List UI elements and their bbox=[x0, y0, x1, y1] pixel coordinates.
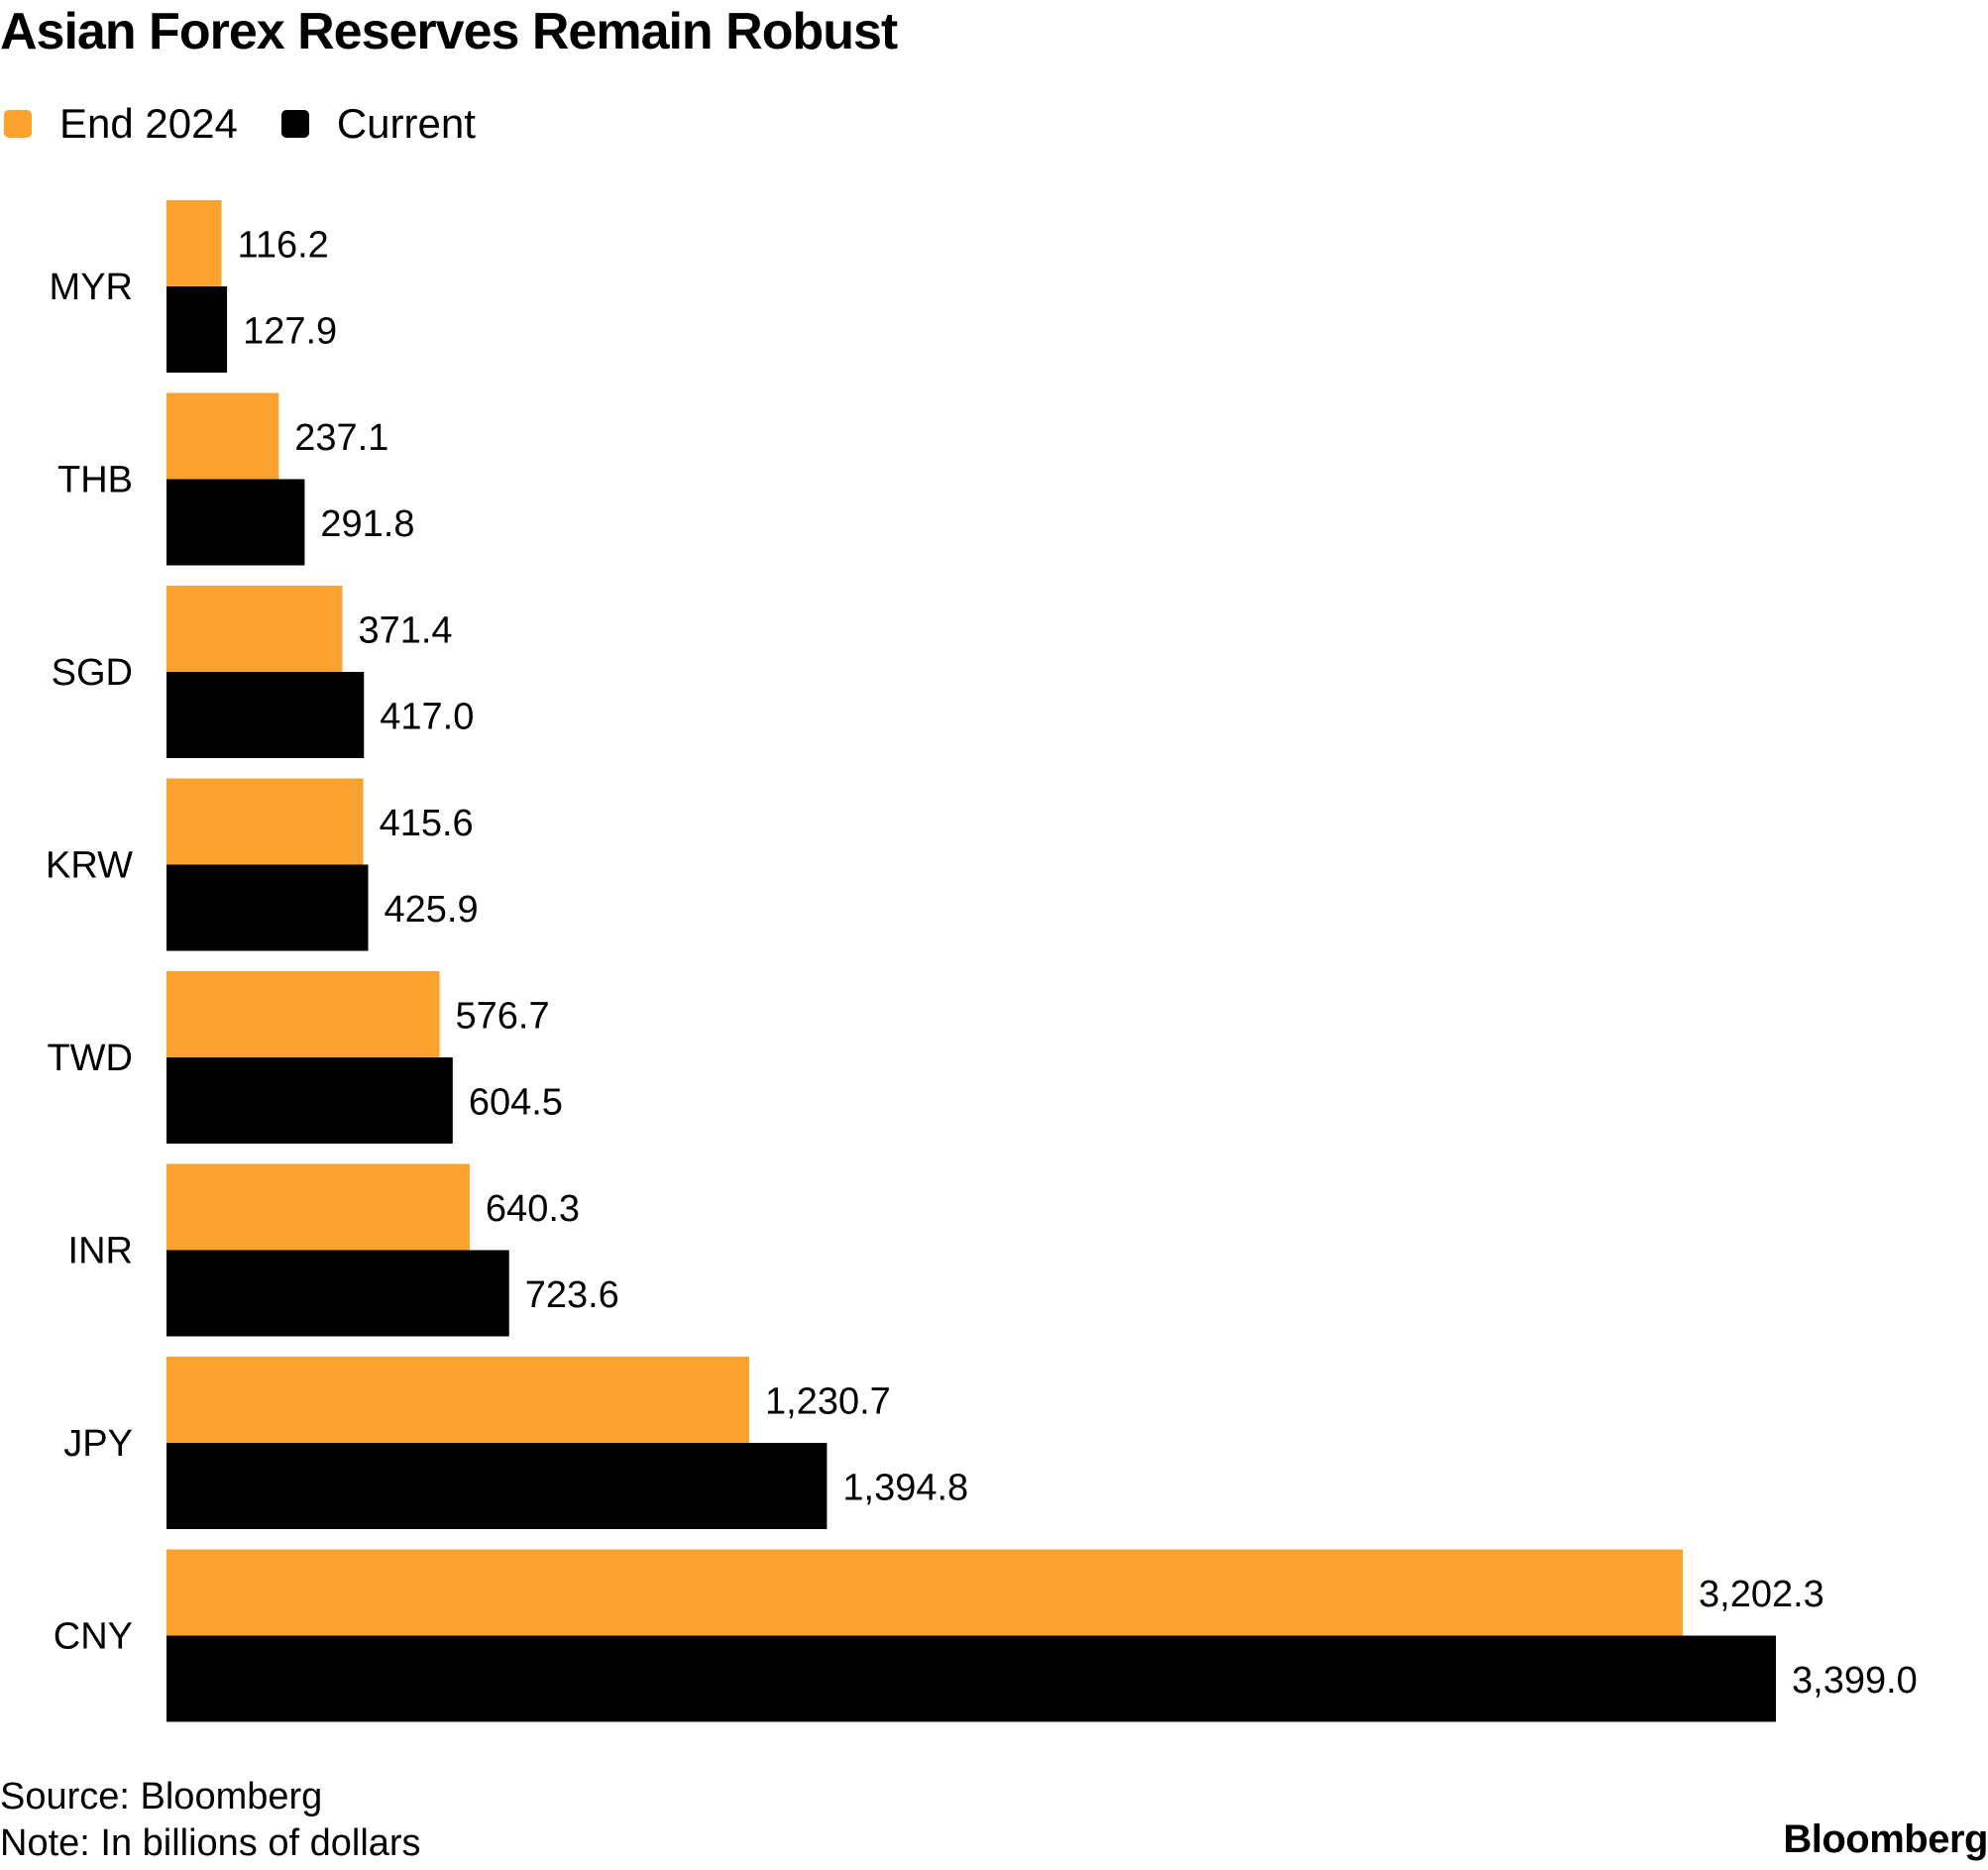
data-label-thb-current: 291.8 bbox=[320, 503, 414, 545]
data-label-sgd-end-2024: 371.4 bbox=[358, 610, 452, 652]
data-label-cny-end-2024: 3,202.3 bbox=[1699, 1574, 1824, 1615]
bar-twd-current bbox=[166, 1057, 453, 1144]
legend-label-end-2024: End 2024 bbox=[59, 100, 238, 147]
bar-inr-current bbox=[166, 1250, 509, 1337]
category-label-myr: MYR bbox=[50, 267, 133, 308]
category-label-jpy: JPY bbox=[63, 1423, 133, 1465]
bar-jpy-current bbox=[166, 1443, 828, 1529]
legend: End 2024 Current bbox=[4, 97, 519, 151]
data-label-krw-current: 425.9 bbox=[384, 889, 478, 931]
legend-swatch-current bbox=[280, 110, 309, 138]
data-label-twd-current: 604.5 bbox=[469, 1082, 563, 1124]
bar-cny-current bbox=[166, 1635, 1776, 1722]
bar-sgd-end-2024 bbox=[166, 586, 343, 672]
bar-sgd-current bbox=[166, 672, 365, 758]
bar-myr-current bbox=[166, 286, 228, 373]
category-label-sgd: SGD bbox=[52, 652, 133, 694]
data-label-cny-current: 3,399.0 bbox=[1792, 1660, 1918, 1702]
chart-title: Asian Forex Reserves Remain Robust bbox=[0, 3, 898, 60]
brand-logo: Bloomberg bbox=[1783, 1817, 1988, 1861]
data-label-jpy-current: 1,394.8 bbox=[842, 1468, 968, 1509]
data-label-jpy-end-2024: 1,230.7 bbox=[765, 1381, 891, 1423]
data-label-inr-end-2024: 640.3 bbox=[486, 1188, 580, 1230]
bar-inr-end-2024 bbox=[166, 1163, 470, 1251]
bar-chart: MYR 116.2 127.9 THB 237.1 291.8 SGD 371.4 417.0 K… bbox=[46, 200, 1918, 1722]
data-label-krw-end-2024: 415.6 bbox=[380, 803, 474, 844]
bar-jpy-end-2024 bbox=[166, 1357, 750, 1443]
data-label-twd-end-2024: 576.7 bbox=[456, 996, 550, 1038]
bar-cny-end-2024 bbox=[166, 1549, 1684, 1636]
bar-krw-end-2024 bbox=[166, 778, 364, 865]
legend-item-end-2024: End 2024 bbox=[4, 100, 238, 148]
category-label-inr: INR bbox=[68, 1231, 133, 1272]
category-label-thb: THB bbox=[57, 460, 133, 501]
category-label-cny: CNY bbox=[54, 1616, 133, 1658]
bar-thb-end-2024 bbox=[166, 392, 279, 480]
data-label-myr-current: 127.9 bbox=[243, 311, 337, 353]
category-label-twd: TWD bbox=[47, 1038, 133, 1079]
data-label-inr-current: 723.6 bbox=[525, 1274, 619, 1316]
units-note: Note: In billions of dollars bbox=[0, 1822, 421, 1864]
data-label-sgd-current: 417.0 bbox=[380, 697, 474, 738]
source-note: Source: Bloomberg bbox=[0, 1776, 323, 1817]
bar-krw-current bbox=[166, 864, 369, 951]
data-label-thb-end-2024: 237.1 bbox=[294, 417, 388, 459]
bar-twd-end-2024 bbox=[166, 971, 440, 1057]
legend-swatch-end-2024 bbox=[4, 110, 32, 138]
legend-label-current: Current bbox=[336, 100, 476, 147]
legend-item-current: Current bbox=[280, 100, 476, 148]
bar-myr-end-2024 bbox=[166, 200, 222, 286]
bar-thb-current bbox=[166, 479, 305, 566]
category-label-krw: KRW bbox=[46, 845, 133, 887]
data-label-myr-end-2024: 116.2 bbox=[238, 225, 329, 267]
